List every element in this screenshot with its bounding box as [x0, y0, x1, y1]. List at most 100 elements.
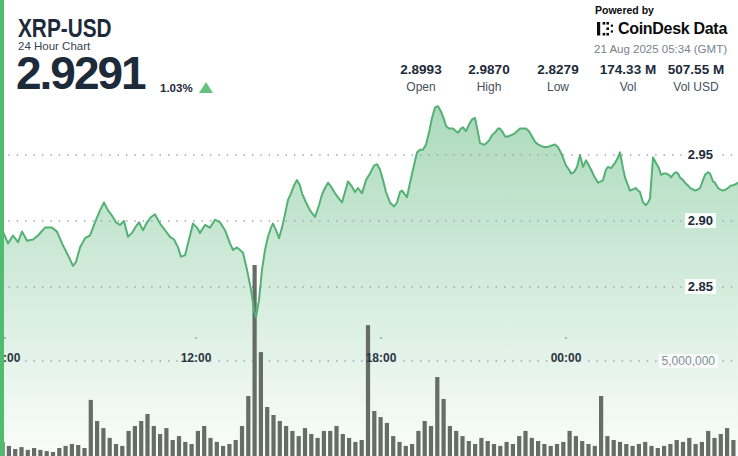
volume-bar — [190, 444, 194, 456]
volume-bar — [542, 444, 546, 456]
volume-bar — [70, 444, 74, 456]
volume-bar — [530, 438, 534, 456]
change-percent: 1.03% — [160, 82, 193, 94]
coindesk-brand[interactable]: CoinDesk Data — [597, 20, 727, 38]
coindesk-logo-icon — [597, 22, 614, 36]
volume-bar — [82, 448, 86, 456]
volume-bar — [297, 436, 301, 456]
stat-vol-usd-value: 507.55 M — [651, 62, 738, 77]
volume-bar — [353, 442, 357, 456]
volume-bar — [177, 436, 181, 456]
current-price: 2.9291 — [16, 46, 145, 100]
volume-bar — [278, 421, 282, 456]
left-accent-bar — [0, 0, 4, 456]
volume-bar — [467, 441, 471, 456]
volume-bar — [259, 352, 263, 456]
volume-bar — [221, 446, 225, 456]
volume-bar — [45, 451, 49, 456]
volume-bar — [76, 445, 80, 456]
volume-bar — [687, 438, 691, 456]
up-arrow-icon — [199, 82, 213, 93]
volume-bar — [366, 325, 370, 456]
volume-bar — [498, 446, 502, 456]
volume-bar — [385, 423, 389, 456]
volume-bar — [240, 426, 244, 456]
volume-bar — [442, 399, 446, 456]
volume-bar — [473, 444, 477, 456]
x-tick-dot — [195, 337, 197, 339]
y-axis-price-label: 2.95 — [685, 147, 716, 162]
volume-bar — [32, 448, 36, 456]
volume-bar — [38, 450, 42, 456]
volume-bar — [668, 444, 672, 456]
volume-bar — [26, 450, 30, 456]
x-tick-dot — [4, 337, 6, 339]
volume-bar — [120, 446, 124, 456]
volume-bar — [397, 442, 401, 456]
volume-bar — [429, 426, 433, 456]
volume-bar — [108, 438, 112, 456]
volume-bar — [347, 438, 351, 456]
volume-bar — [152, 426, 156, 456]
volume-bar — [196, 431, 200, 456]
stat-vol-usd: 507.55 M Vol USD — [651, 62, 738, 94]
volume-bar — [580, 441, 584, 456]
volume-bar — [158, 434, 162, 456]
stat-vol-usd-label: Vol USD — [651, 80, 738, 94]
volume-bar — [561, 442, 565, 456]
volume-bar — [618, 442, 622, 456]
volume-bar — [265, 407, 269, 456]
volume-bar — [171, 440, 175, 456]
x-axis-time-label: 12:00 — [179, 351, 214, 365]
x-axis-time-label: 18:00 — [364, 351, 399, 365]
volume-bar — [89, 400, 93, 456]
volume-bar — [328, 431, 332, 456]
volume-bar — [246, 396, 250, 456]
volume-bar — [101, 428, 105, 456]
x-axis-time-label: 00:00 — [549, 351, 584, 365]
volume-bar — [51, 452, 55, 456]
volume-bar — [183, 442, 187, 456]
x-tick-dot — [565, 337, 567, 339]
volume-bar — [164, 428, 168, 456]
volume-bar — [227, 444, 231, 456]
volume-bar — [511, 444, 515, 456]
volume-bar — [290, 431, 294, 456]
volume-bar — [416, 431, 420, 456]
volume-bar — [303, 428, 307, 456]
volume-bar — [316, 438, 320, 456]
volume-bar — [523, 431, 527, 456]
volume-bar — [379, 417, 383, 456]
volume-bar — [719, 434, 723, 456]
volume-bar — [127, 431, 131, 456]
volume-bar — [145, 414, 149, 456]
volume-bar — [605, 436, 609, 456]
volume-bar — [208, 438, 212, 456]
volume-bar — [448, 426, 452, 456]
volume-bar — [586, 444, 590, 456]
volume-bar — [391, 436, 395, 456]
volume-bar — [57, 448, 61, 456]
volume-bar — [372, 411, 376, 456]
volume-bar — [624, 444, 628, 456]
y-axis-price-label: 2.85 — [685, 279, 716, 294]
volume-bar — [486, 441, 490, 456]
volume-bar — [13, 449, 17, 456]
volume-bar — [568, 431, 572, 456]
volume-bar — [694, 444, 698, 456]
volume-bar — [404, 446, 408, 456]
volume-bar — [479, 438, 483, 456]
volume-bar — [706, 431, 710, 456]
volume-bar — [612, 440, 616, 456]
volume-bar — [271, 415, 275, 456]
volume-bar — [215, 442, 219, 456]
volume-bar — [675, 440, 679, 456]
timestamp: 21 Aug 2025 05:34 (GMT) — [594, 43, 727, 55]
volume-bar — [7, 446, 11, 456]
volume-bar — [681, 442, 685, 456]
volume-bar — [284, 426, 288, 456]
xrp-usd-chart-widget: 2.952.902.855,000,00006:0012:0018:0000:0… — [0, 0, 738, 456]
volume-bar — [309, 434, 313, 456]
volume-bar — [731, 440, 735, 456]
volume-bar — [202, 426, 206, 456]
